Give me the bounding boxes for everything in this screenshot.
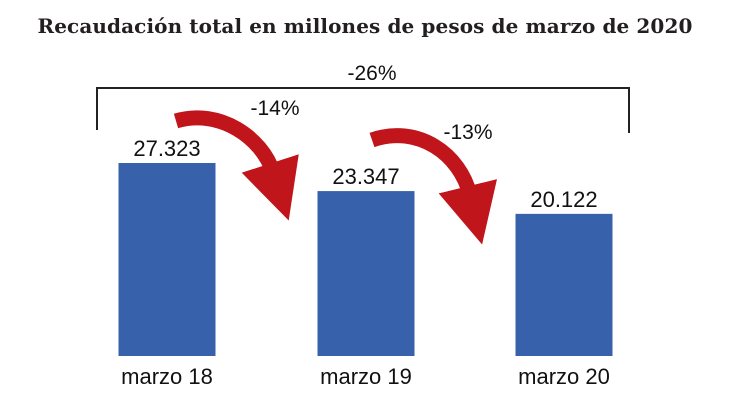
category-label: marzo 20: [518, 364, 610, 389]
category-label: marzo 18: [121, 364, 213, 389]
value-label: 27.323: [133, 136, 200, 161]
bar-marzo-19: [317, 191, 415, 356]
bar-marzo-20: [515, 213, 613, 356]
total-change-label: -26%: [347, 62, 396, 85]
change-label-2: -13%: [443, 121, 492, 144]
value-label: 23.347: [332, 164, 399, 189]
category-label: marzo 19: [320, 364, 412, 389]
decrease-arrow-1: [173, 110, 299, 221]
change-label-1: -14%: [250, 97, 299, 120]
bar-marzo-18: [118, 163, 216, 356]
value-label: 20.122: [530, 187, 597, 212]
chart-title: Recaudación total en millones de pesos d…: [37, 14, 693, 38]
total-change-bracket: [96, 87, 630, 133]
decrease-arrow-2: [369, 128, 498, 245]
